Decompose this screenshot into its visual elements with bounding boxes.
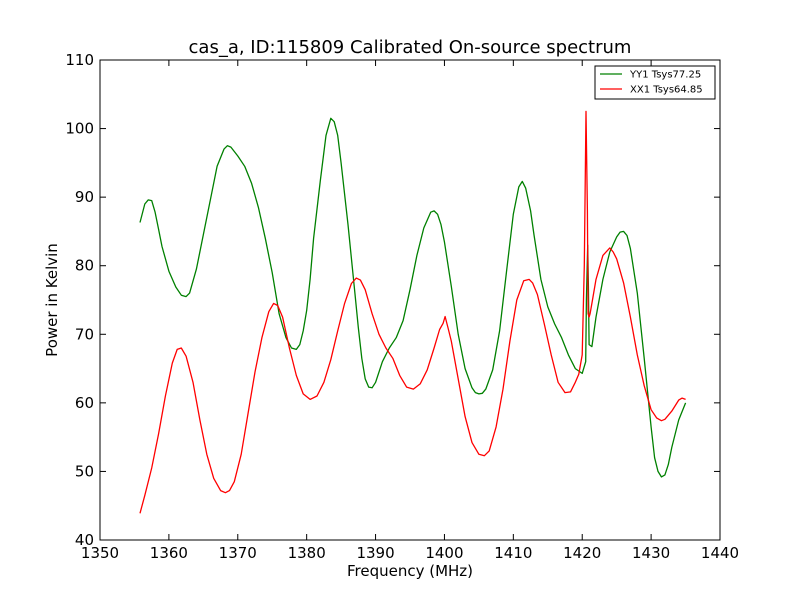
legend-label-yy1: YY1 Tsys77.25 [629,70,701,81]
y-tick-label: 40 [75,531,94,549]
x-tick-label: 1380 [288,544,326,562]
legend-label-xx1: XX1 Tsys64.85 [630,85,703,96]
x-tick-label: 1390 [356,544,394,562]
x-axis-label: Frequency (MHz) [347,562,473,580]
plot-area [100,60,720,540]
x-tick-label: 1370 [219,544,257,562]
x-tick-label: 1430 [632,544,670,562]
y-tick-label: 60 [75,394,94,412]
y-tick-label: 50 [75,462,94,480]
x-tick-label: 1420 [563,544,601,562]
x-tick-label: 1400 [425,544,463,562]
x-tick-label: 1410 [494,544,532,562]
y-tick-label: 100 [65,120,94,138]
y-tick-label: 90 [75,188,94,206]
legend: YY1 Tsys77.25 XX1 Tsys64.85 [594,65,716,100]
legend-box [594,65,716,100]
y-axis-label: Power in Kelvin [43,243,61,357]
y-tick-label: 80 [75,257,94,275]
series-line-yy1 [139,117,687,478]
chart-title: cas_a, ID:115809 Calibrated On-source sp… [189,37,632,58]
x-tick-label: 1350 [81,544,119,562]
x-tick-label: 1440 [701,544,739,562]
plot-frame [99,59,721,541]
series-layer [139,110,687,514]
y-tick-label: 70 [75,325,94,343]
series-line-xx1 [139,110,686,514]
y-tick-label: 110 [65,51,94,69]
tick-layer: 1350 1360 1370 1380 1390 1400 1410 1420 1430 1440… [65,51,739,562]
x-tick-label: 1360 [150,544,188,562]
